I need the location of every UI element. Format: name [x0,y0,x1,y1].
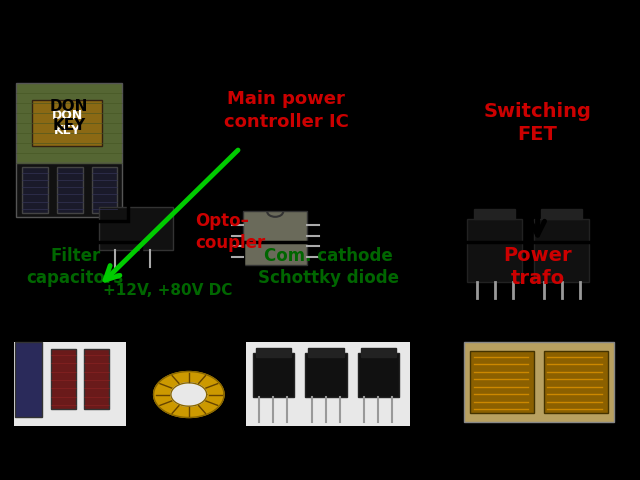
Bar [22,167,48,213]
Bar [57,167,83,213]
Bar [470,351,534,413]
Bar [16,84,122,163]
Bar [14,342,126,426]
Text: Opto–
coupler: Opto– coupler [195,212,266,252]
Text: Switching
FET: Switching FET [484,102,591,144]
Text: DON
KEY: DON KEY [50,99,88,132]
Bar [15,342,42,418]
Text: DON
KEY: DON KEY [52,109,83,137]
Bar [92,167,117,213]
Bar [256,348,291,357]
Bar [361,348,396,357]
Polygon shape [154,372,224,418]
Bar [84,348,109,409]
Text: Power
trafo: Power trafo [503,246,572,288]
Bar [253,353,294,396]
Bar [474,209,515,219]
Bar [541,209,582,219]
Bar [467,219,522,282]
Bar [358,353,399,396]
Bar [305,353,347,396]
Bar [534,219,589,282]
Text: Com. cathode
Schottky diode: Com. cathode Schottky diode [257,247,399,287]
Bar [16,163,122,217]
Bar [99,206,173,251]
Bar [544,351,608,413]
Bar [308,348,344,357]
Bar [51,348,76,409]
Text: +12V, +80V DC: +12V, +80V DC [103,283,232,298]
Bar [246,342,410,426]
Bar [243,211,307,265]
Text: Main power
controller IC: Main power controller IC [224,90,349,131]
Text: Filter
capacitors: Filter capacitors [27,247,124,287]
Bar [464,342,614,421]
Polygon shape [171,383,207,406]
Bar [32,100,102,146]
